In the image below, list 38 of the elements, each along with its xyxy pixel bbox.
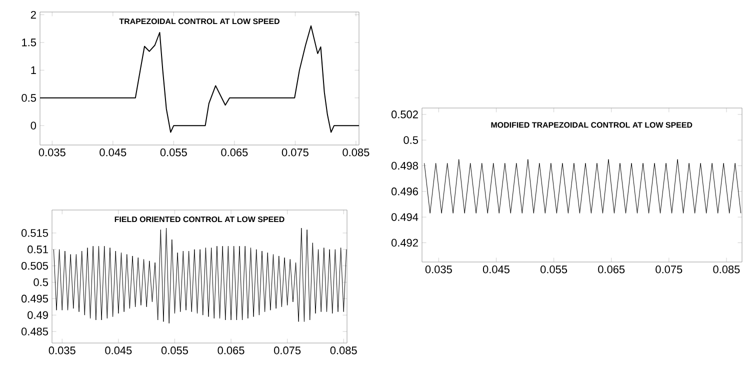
x-tick-label: 0.085 xyxy=(342,148,370,156)
y-tick-label: 0.498 xyxy=(391,162,418,170)
y-tick-label: 1 xyxy=(31,66,36,74)
x-tick-label: 0.075 xyxy=(282,148,308,156)
x-tick-label: 0.055 xyxy=(160,148,187,156)
y-tick-label: 0.494 xyxy=(391,213,418,221)
x-tick-label: 0.085 xyxy=(713,266,740,274)
line-series xyxy=(40,25,360,133)
y-tick-label: 0 xyxy=(30,122,36,130)
y-tick-label: 2 xyxy=(30,10,36,19)
x-tick-label: 0.065 xyxy=(598,266,625,274)
y-tick-label: 1.5 xyxy=(22,38,36,46)
x-tick-label: 0.055 xyxy=(540,266,568,274)
x-tick-label: 0.055 xyxy=(161,346,188,354)
y-tick-label: 0.485 xyxy=(21,328,48,336)
x-tick-label: 0.035 xyxy=(38,148,66,156)
y-tick-label: 0.5 xyxy=(34,278,48,286)
x-tick-label: 0.035 xyxy=(425,266,452,274)
x-tick-label: 0.045 xyxy=(482,266,510,274)
x-tick-label: 0.045 xyxy=(100,148,126,156)
y-tick-label: 0.492 xyxy=(391,238,418,247)
x-tick-label: 0.075 xyxy=(656,266,682,274)
y-tick-label: 0.505 xyxy=(21,262,48,270)
y-tick-label: 0.5 xyxy=(22,94,36,102)
line-series xyxy=(53,228,347,324)
y-tick-label: 0.515 xyxy=(21,229,48,237)
x-tick-label: 0.045 xyxy=(105,346,132,354)
x-tick-label: 0.075 xyxy=(274,346,301,354)
x-tick-label: 0.085 xyxy=(330,346,357,354)
x-tick-label: 0.065 xyxy=(218,346,244,354)
x-tick-label: 0.035 xyxy=(48,346,76,354)
y-tick-label: 0.49 xyxy=(28,311,48,319)
y-tick-label: 0.496 xyxy=(391,188,418,196)
y-tick-label: 0.495 xyxy=(21,294,48,303)
x-tick-label: 0.065 xyxy=(221,148,248,156)
y-tick-label: 0.51 xyxy=(28,246,48,254)
y-tick-label: 0.502 xyxy=(391,110,418,118)
y-tick-label: 0.5 xyxy=(404,136,418,144)
